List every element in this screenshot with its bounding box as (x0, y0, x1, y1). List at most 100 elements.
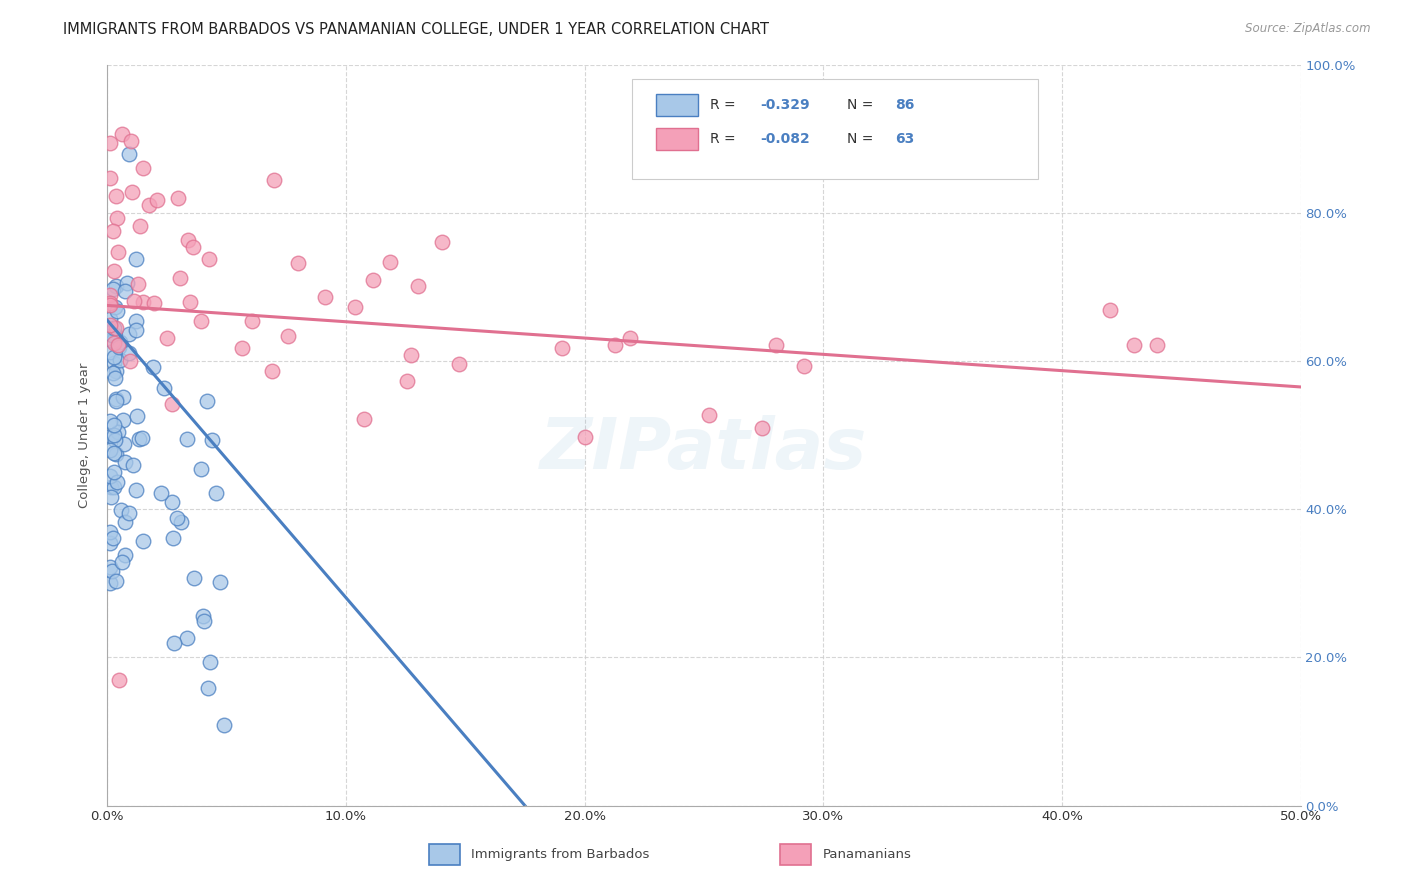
Point (98, 345, 121, 359)
Point (98, 575, 121, 590)
Point (127, 277, 149, 291)
Point (1098, 303, 1121, 318)
Point (176, 631, 198, 645)
Point (105, 279, 128, 293)
Text: -0.329: -0.329 (761, 98, 810, 112)
Point (103, 264, 125, 278)
Point (104, 189, 127, 203)
Point (118, 354, 141, 368)
Point (103, 320, 125, 334)
Text: N =: N = (848, 132, 877, 145)
Point (98, 295, 121, 310)
Point (190, 314, 212, 328)
Text: 86: 86 (894, 98, 914, 112)
Text: IMMIGRANTS FROM BARBADOS VS PANAMANIAN COLLEGE, UNDER 1 YEAR CORRELATION CHART: IMMIGRANTS FROM BARBADOS VS PANAMANIAN C… (63, 22, 769, 37)
Point (101, 366, 124, 380)
Point (104, 364, 127, 378)
Point (98, 136, 121, 151)
Point (1122, 337, 1144, 351)
Point (231, 341, 253, 355)
Text: 63: 63 (894, 132, 914, 145)
Point (118, 345, 141, 359)
Point (118, 146, 141, 161)
Point (103, 465, 125, 479)
Point (240, 313, 263, 327)
Point (129, 219, 152, 233)
Point (110, 503, 132, 517)
Point (132, 161, 155, 176)
Point (101, 224, 124, 238)
Point (111, 128, 134, 142)
FancyBboxPatch shape (780, 844, 811, 865)
Point (107, 245, 129, 260)
Point (107, 338, 129, 352)
Point (104, 392, 127, 406)
Point (124, 293, 146, 308)
Point (263, 172, 285, 186)
Point (98, 535, 121, 549)
Text: Panamanians: Panamanians (823, 848, 911, 861)
Point (574, 430, 596, 444)
Point (121, 185, 143, 199)
Point (105, 321, 128, 335)
Point (118, 327, 141, 342)
Point (98, 414, 121, 428)
Point (142, 296, 165, 310)
Point (111, 555, 134, 569)
Point (344, 300, 367, 314)
Point (201, 433, 224, 447)
Point (1146, 338, 1168, 352)
Point (125, 252, 148, 266)
Point (166, 510, 188, 524)
Point (212, 717, 235, 731)
Point (98, 312, 121, 326)
Point (105, 447, 128, 461)
Point (114, 548, 136, 562)
Point (181, 240, 204, 254)
Point (277, 329, 299, 343)
FancyBboxPatch shape (657, 95, 697, 117)
Text: R =: R = (710, 98, 740, 112)
Point (110, 335, 132, 350)
Point (114, 284, 136, 298)
Point (103, 371, 125, 385)
Point (107, 211, 129, 225)
Point (105, 574, 128, 588)
Point (118, 506, 141, 520)
Point (104, 433, 127, 447)
Point (396, 374, 419, 388)
Point (406, 279, 429, 293)
Point (98, 318, 121, 332)
Point (112, 390, 135, 404)
Point (262, 364, 284, 378)
Point (169, 270, 191, 285)
Point (98, 524, 121, 539)
Point (603, 338, 626, 352)
Point (162, 396, 184, 410)
Point (142, 359, 165, 374)
Point (163, 636, 186, 650)
Point (107, 425, 129, 439)
Point (103, 336, 125, 351)
Point (430, 235, 453, 250)
Point (198, 655, 221, 669)
Point (361, 273, 384, 287)
Point (132, 295, 155, 310)
Point (115, 276, 138, 290)
Point (208, 575, 231, 590)
Text: -0.082: -0.082 (761, 132, 810, 145)
Point (101, 334, 124, 348)
Point (145, 193, 167, 207)
Point (103, 480, 125, 494)
Point (191, 608, 214, 623)
Point (98, 443, 121, 458)
Point (551, 341, 574, 355)
Point (314, 290, 336, 304)
Point (138, 198, 160, 212)
Point (167, 191, 190, 205)
Point (103, 355, 125, 369)
Point (193, 614, 215, 628)
Point (399, 348, 422, 362)
Point (287, 255, 309, 269)
Point (152, 380, 174, 394)
